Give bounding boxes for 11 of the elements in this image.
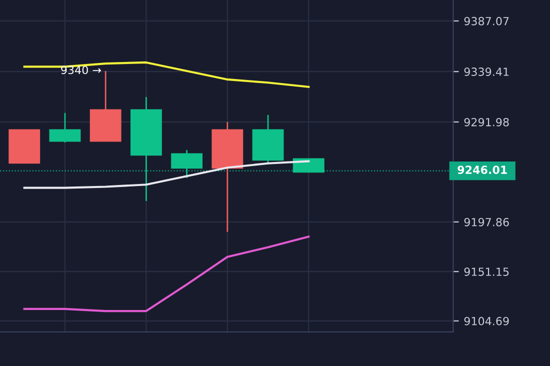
annotation: 9340 → — [61, 66, 101, 74]
y-tick-label: 9339.41 — [464, 68, 509, 76]
y-tick-label: 9291.98 — [464, 118, 509, 126]
line-series — [23, 61, 310, 88]
y-tick-label: 9197.86 — [464, 218, 509, 226]
line-series — [23, 236, 310, 312]
y-tick-label: 9387.07 — [464, 16, 509, 26]
y-tick-label: 9104.69 — [464, 316, 509, 326]
ref-line-label: 9246.01 — [458, 166, 507, 174]
y-tick-label: 9151.15 — [464, 268, 509, 276]
line-series — [23, 160, 310, 189]
